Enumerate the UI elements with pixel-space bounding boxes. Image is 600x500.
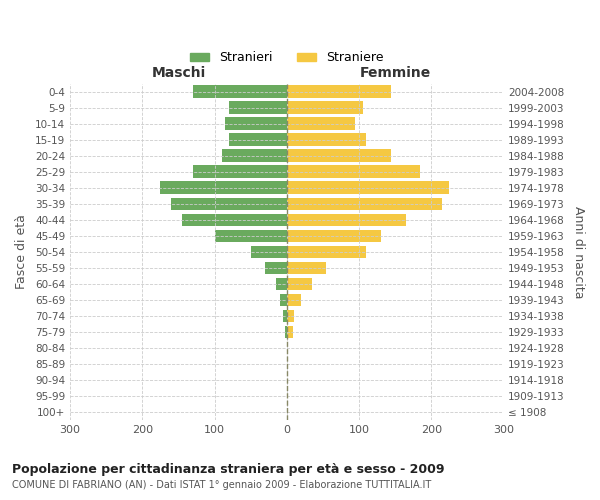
Bar [287, 262, 326, 274]
Bar [287, 150, 391, 162]
Bar [287, 182, 449, 194]
Bar [160, 182, 287, 194]
Bar [280, 294, 287, 306]
Bar [287, 166, 421, 178]
Bar [287, 294, 301, 306]
Bar [276, 278, 287, 290]
Text: Femmine: Femmine [359, 66, 431, 80]
Bar [287, 278, 312, 290]
Bar [171, 198, 287, 210]
Bar [283, 310, 287, 322]
Bar [287, 310, 294, 322]
Bar [193, 86, 287, 98]
Bar [193, 166, 287, 178]
Bar [287, 326, 293, 338]
Bar [287, 230, 380, 242]
Bar [287, 198, 442, 210]
Bar [229, 134, 287, 146]
Bar [287, 118, 355, 130]
Bar [284, 326, 287, 338]
Bar [229, 102, 287, 114]
Bar [265, 262, 287, 274]
Y-axis label: Anni di nascita: Anni di nascita [572, 206, 585, 298]
Y-axis label: Fasce di età: Fasce di età [15, 214, 28, 290]
Text: Maschi: Maschi [151, 66, 206, 80]
Bar [251, 246, 287, 258]
Bar [287, 214, 406, 226]
Bar [215, 230, 287, 242]
Bar [287, 246, 366, 258]
Bar [182, 214, 287, 226]
Bar [222, 150, 287, 162]
Bar [226, 118, 287, 130]
Text: COMUNE DI FABRIANO (AN) - Dati ISTAT 1° gennaio 2009 - Elaborazione TUTTITALIA.I: COMUNE DI FABRIANO (AN) - Dati ISTAT 1° … [12, 480, 431, 490]
Legend: Stranieri, Straniere: Stranieri, Straniere [185, 46, 389, 70]
Bar [287, 102, 362, 114]
Bar [287, 134, 366, 146]
Bar [287, 86, 391, 98]
Text: Popolazione per cittadinanza straniera per età e sesso - 2009: Popolazione per cittadinanza straniera p… [12, 462, 445, 475]
